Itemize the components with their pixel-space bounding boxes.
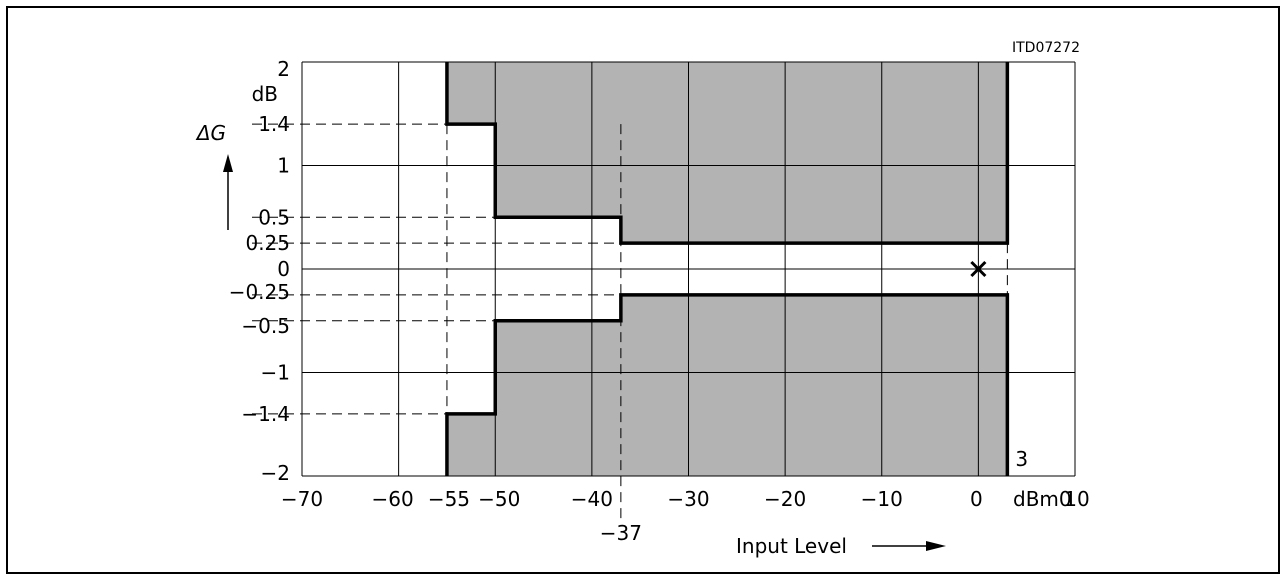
x-axis-arrow (872, 541, 946, 551)
x-tick-label: −20 (764, 487, 806, 511)
x-axis-unit: dBm0 (1013, 487, 1072, 511)
y-axis-label: ΔG (195, 121, 226, 145)
marker-stroke (970, 260, 987, 278)
y-tick-label: −0.25 (229, 280, 290, 304)
lower-limit-line (445, 293, 1010, 476)
y-axis-unit: dB (252, 82, 278, 106)
measurement-marker (970, 260, 987, 278)
tolerance-shading (446, 62, 1008, 476)
x-tick-label: −40 (571, 487, 613, 511)
upper-shaded-region (446, 62, 1008, 244)
limit-lines (445, 62, 1010, 476)
y-axis-arrow (223, 154, 233, 230)
x-tick-label: −30 (667, 487, 709, 511)
y-tick-label: 0.25 (245, 231, 290, 255)
y-tick-label: 2 (277, 57, 290, 81)
y-tick-label: 0.5 (258, 205, 290, 229)
x-tick-label: −70 (281, 487, 323, 511)
limit-annotation: 3 (1015, 447, 1028, 471)
y-tick-label: −1 (261, 361, 290, 385)
y-tick-label: −0.5 (241, 314, 290, 338)
x-tick-label: −37 (600, 521, 642, 545)
x-tick-label: −55 (428, 487, 470, 511)
x-tick-label: 0 (970, 487, 983, 511)
x-tick-label: 10 (1064, 487, 1089, 511)
x-tick-label: −60 (372, 487, 414, 511)
grid (301, 61, 1076, 477)
upper-limit-line (445, 62, 1010, 245)
y-tick-label: 1.4 (258, 112, 290, 136)
y-tick-label: −1.4 (241, 402, 290, 426)
y-tick-label: −2 (261, 461, 290, 485)
tick-labels: 21.410.50.250−0.25−0.5−1−1.4−2−70 −60 −55−… (229, 57, 1090, 545)
y-tick-label: 0 (277, 257, 290, 281)
lower-shaded-region (446, 294, 1008, 476)
figure-id: ITD07272 (1012, 40, 1080, 56)
x-axis-label: Input Level (736, 534, 847, 558)
x-tick-label: −10 (861, 487, 903, 511)
x-tick-label: −50 (478, 487, 520, 511)
y-tick-label: 1 (277, 154, 290, 178)
